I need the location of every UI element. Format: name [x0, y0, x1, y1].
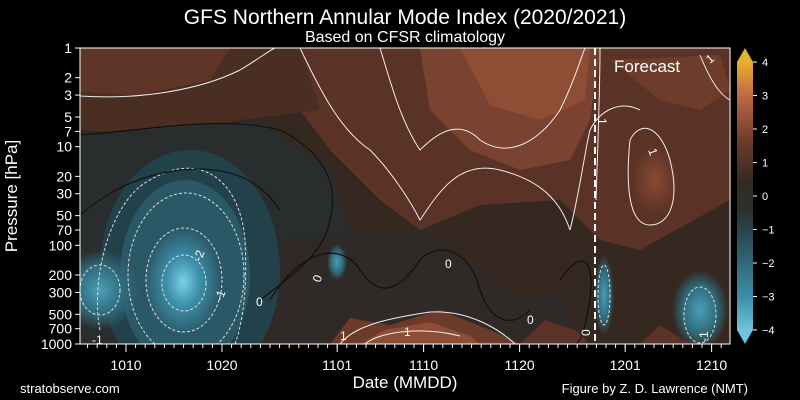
y-tick-label: 10 [56, 139, 72, 155]
x-axis-label: Date (MMDD) [353, 373, 458, 392]
contour-label: 0 [527, 313, 534, 327]
y-tick-label: 200 [49, 267, 73, 283]
x-tick-label: 1020 [206, 357, 237, 373]
chart-title: GFS Northern Annular Mode Index (2020/20… [184, 6, 626, 29]
y-tick-label: 700 [49, 321, 73, 337]
colorbar-tick-label: 1 [762, 158, 768, 170]
x-axis: 1010 1020 1101 1110 1120 1201 1210 [87, 344, 727, 373]
contour-label: -1 [697, 331, 711, 342]
colorbar-top-arrow [737, 48, 753, 62]
colorbar-body [737, 62, 753, 330]
y-tick-label: 2 [64, 70, 72, 86]
y-tick-label: 1000 [41, 336, 72, 352]
colorbar-tick-label: 4 [762, 57, 768, 69]
x-tick-label: 1101 [322, 357, 352, 373]
forecast-label: Forecast [614, 57, 680, 76]
colorbar: 4 3 2 1 0 −1 −2 −3 −4 [737, 48, 775, 344]
heatmap-field [80, 48, 730, 344]
colorbar-tick-label: −2 [762, 258, 775, 270]
x-tick-label: 1110 [409, 357, 438, 373]
colorbar-tick-label: −1 [762, 225, 775, 237]
y-tick-label: 50 [56, 208, 72, 224]
y-tick-label: 20 [56, 168, 72, 184]
y-tick-label: 300 [49, 284, 73, 300]
y-tick-label: 3 [64, 87, 72, 103]
colorbar-tick-label: 2 [762, 124, 768, 136]
plot-frame [79, 47, 731, 345]
contour-label: -1 [212, 288, 229, 303]
colorbar-tick-label: −4 [762, 325, 775, 337]
contour-label: 1 [340, 329, 347, 343]
x-tick-label: 1210 [696, 357, 727, 373]
x-tick-label: 1201 [610, 357, 641, 373]
contour-lines [80, 48, 730, 344]
contour-label-group: -2 -1 0 0 0 0 1 1 1 -1 0 -1 1 1 [92, 51, 717, 347]
y-tick-label: 7 [64, 123, 72, 139]
contour-label: -1 [92, 333, 103, 347]
contour-label: 1 [595, 118, 609, 125]
colorbar-tick-label: −3 [762, 292, 775, 304]
footer-site: stratobserve.com [20, 381, 120, 396]
colorbar-tick-label: 0 [762, 191, 768, 203]
y-tick-label: 30 [56, 186, 72, 202]
contour-label: 0 [256, 295, 263, 309]
y-axis-label: Pressure [hPa] [2, 140, 21, 252]
x-tick-label: 1120 [505, 357, 535, 373]
y-tick-label: 1 [64, 40, 72, 56]
contour-label: 0 [579, 329, 593, 336]
x-tick-label: 1010 [110, 357, 141, 373]
y-tick-label: 5 [64, 109, 72, 125]
contour-label: 1 [404, 325, 411, 339]
colorbar-bottom-arrow [737, 330, 753, 344]
colorbar-tick-label: 3 [762, 91, 768, 103]
contour-label: 1 [645, 146, 661, 157]
y-tick-label: 70 [56, 222, 72, 238]
contour-label: 0 [445, 257, 452, 271]
y-tick-label: 500 [49, 306, 73, 322]
y-tick-label: 100 [49, 237, 73, 253]
footer-credit: Figure by Z. D. Lawrence (NMT) [561, 381, 748, 396]
contour-label: 0 [310, 273, 326, 284]
contour-label: -2 [191, 248, 208, 263]
chart-subtitle: Based on CFSR climatology [305, 29, 505, 46]
